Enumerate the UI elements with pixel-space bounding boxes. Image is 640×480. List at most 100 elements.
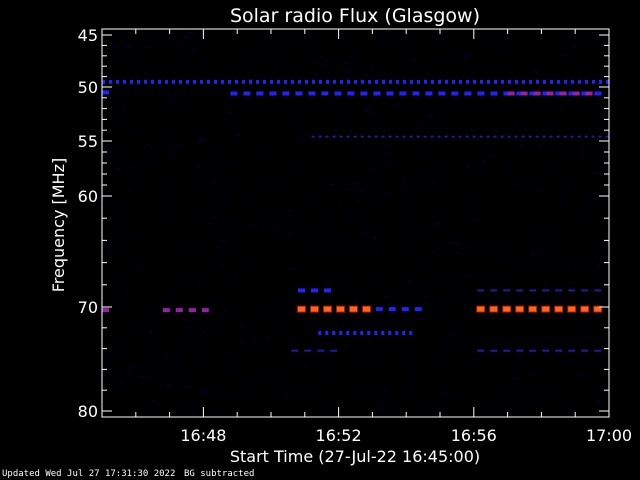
noise-pixel [139,376,143,377]
band-segment [396,79,399,84]
noise-pixel [197,359,202,361]
noise-pixel [536,385,541,387]
noise-pixel [286,233,292,235]
band-segment [319,79,322,84]
noise-pixel [114,34,119,36]
noise-pixel [372,176,377,178]
noise-pixel [496,128,501,130]
noise-pixel [407,284,411,286]
band-segment [514,135,518,138]
noise-pixel [538,190,544,191]
noise-pixel [509,348,515,350]
band-segment [375,79,378,84]
noise-pixel [309,379,313,381]
noise-pixel [567,186,571,187]
band-segment [347,79,350,84]
noise-pixel [282,231,287,233]
band-segment [312,79,315,84]
noise-pixel [214,216,218,218]
band-segment [543,79,546,84]
noise-pixel [176,378,179,380]
noise-pixel [549,308,553,310]
noise-pixel [489,120,493,122]
band-segment [193,79,196,84]
noise-pixel [279,369,282,370]
noise-pixel [233,64,238,65]
noise-pixel [257,46,262,48]
noise-pixel [324,60,329,61]
noise-pixel [313,35,319,37]
band-segment [354,79,357,84]
band-segment [381,331,385,335]
noise-pixel [349,180,354,182]
noise-pixel [522,346,529,348]
noise-pixel [293,385,299,387]
band-segment [399,91,407,96]
noise-pixel [374,76,378,78]
noise-pixel [353,300,359,302]
noise-pixel [298,126,305,128]
noise-pixel [302,366,308,368]
noise-pixel [441,411,445,413]
noise-pixel [470,72,475,74]
noise-pixel [572,31,575,33]
noise-pixel [554,227,556,229]
noise-pixel [270,104,274,106]
noise-pixel [375,40,380,42]
noise-pixel [250,340,256,341]
noise-pixel [365,116,371,118]
band-segment [308,91,316,96]
noise-pixel [232,161,236,163]
band-segment [175,308,183,313]
band-segment [381,135,385,138]
noise-pixel [145,377,152,379]
noise-pixel [404,31,410,33]
noise-pixel [161,344,164,345]
noise-pixel [108,151,114,153]
noise-pixel [358,87,361,89]
noise-pixel [580,321,583,323]
noise-pixel [266,212,268,214]
noise-pixel [519,361,522,362]
noise-pixel [180,363,184,365]
x-tick-label: 16:56 [451,426,497,445]
band-segment [200,79,203,84]
noise-pixel [591,62,593,64]
noise-pixel [602,42,606,44]
noise-pixel [421,183,423,185]
band-segment [340,79,343,84]
noise-pixel [522,317,527,319]
band-segment [452,79,455,84]
noise-pixel [132,308,137,310]
noise-pixel [343,62,350,64]
noise-pixel [188,45,190,47]
noise-pixel [371,139,376,141]
noise-pixel [343,407,345,409]
noise-pixel [378,358,381,360]
noise-pixel [204,390,210,392]
noise-pixel [110,125,114,127]
band-segment [578,79,581,84]
noise-pixel [142,369,144,371]
band-segment [438,91,446,96]
noise-pixel [494,297,500,299]
noise-pixel [505,255,512,257]
band-segment [438,79,441,84]
noise-pixel [548,395,554,396]
noise-pixel [363,217,368,219]
noise-pixel [532,143,534,145]
band-segment [374,135,378,138]
noise-pixel [539,370,543,372]
noise-pixel [314,75,319,77]
band-segment [507,91,515,96]
band-segment [186,79,189,84]
noise-pixel [361,196,363,198]
noise-pixel [369,133,372,135]
noise-pixel [137,270,143,272]
band-segment [389,79,392,84]
noise-pixel [592,99,594,101]
band-segment [529,289,537,292]
noise-pixel [547,146,549,148]
band-segment [516,349,524,352]
noise-pixel [266,228,273,230]
